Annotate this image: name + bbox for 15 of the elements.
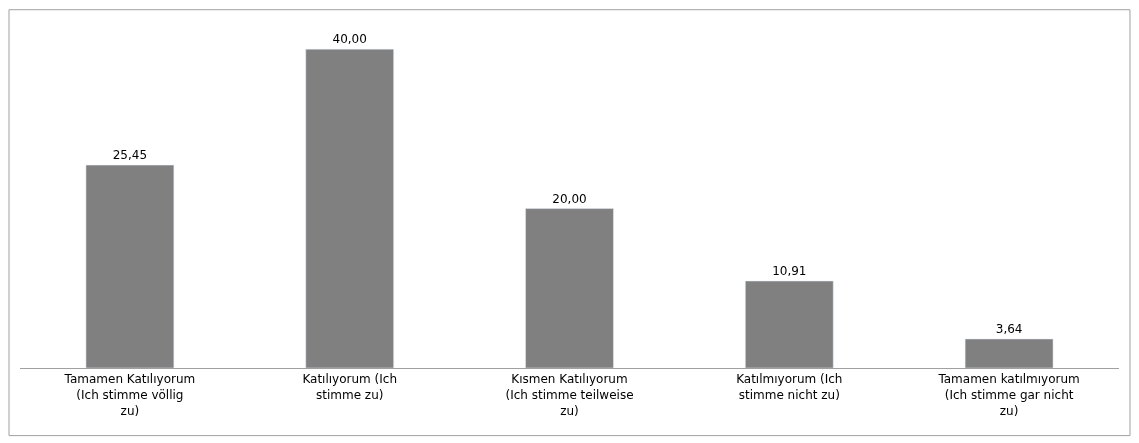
x-tick-label: Tamamen katılmıyorum (Ich stimme gar nicht zu) [937,372,1080,418]
bar [745,280,834,368]
x-tick-label: Kısmen Katılıyorum (Ich stimme teilweise zu) [505,372,634,418]
data-label: 40,00 [332,32,367,47]
x-tick-label: Katılmıyorum (Ich stimme nicht zu) [736,372,843,402]
data-label: 3,64 [995,321,1023,336]
bar [85,164,175,368]
data-label: 25,45 [112,148,148,163]
bar [305,48,394,368]
bar [525,208,614,368]
x-tick-label: Tamamen Katılıyorum (Ich stimme völlig zu) [63,372,196,418]
bar [964,338,1054,368]
data-label: 20,00 [552,191,587,206]
data-label: 10,91 [772,264,807,279]
x-tick-label: Katılıyorum (Ich stimme zu) [302,372,398,402]
